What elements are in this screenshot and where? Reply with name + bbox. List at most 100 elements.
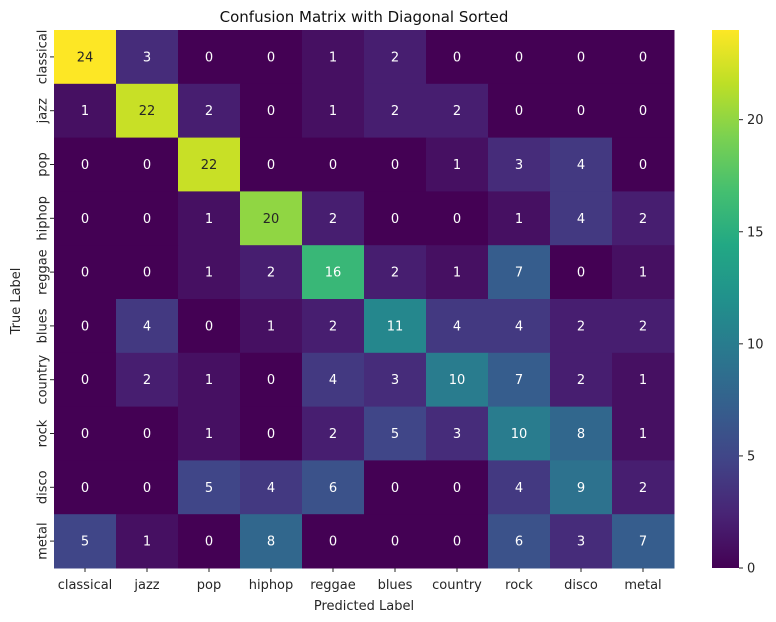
y-tick-label: blues [36, 308, 51, 343]
heatmap-cell [116, 30, 179, 85]
cell-value-label: 1 [639, 427, 647, 442]
heatmap-cell [116, 83, 179, 139]
colorbar-tick-label: 20 [747, 113, 764, 128]
heatmap-cell [302, 30, 365, 85]
heatmap-cell [612, 191, 675, 246]
heatmap-cell [488, 514, 551, 569]
cell-value-label: 0 [267, 104, 275, 119]
cell-value-label: 1 [81, 104, 89, 119]
heatmap-cell [364, 137, 427, 192]
heatmap-cell [302, 83, 365, 139]
cell-value-label: 2 [391, 104, 399, 119]
heatmap-cell [426, 30, 489, 85]
cell-value-label: 1 [205, 427, 213, 442]
cell-value-label: 0 [81, 481, 89, 496]
heatmap-cell [426, 245, 489, 300]
heatmap-cell [426, 352, 489, 408]
heatmap-cell [550, 352, 613, 408]
colorbar-ticks: 0 5 10 15 20 [739, 113, 764, 577]
cell-value-label: 0 [391, 481, 399, 496]
cell-value-label: 3 [391, 373, 399, 388]
heatmap-cell [178, 83, 241, 139]
heatmap-cell [54, 514, 117, 569]
cell-value-label: 3 [143, 50, 151, 65]
cell-value-label: 7 [639, 535, 647, 550]
cell-value-label: 2 [391, 266, 399, 281]
heatmap-cell [302, 137, 365, 192]
cell-value-label: 1 [639, 266, 647, 281]
heatmap-cell [550, 191, 613, 246]
cell-value-label: 2 [267, 266, 275, 281]
y-tick-label: hiphop [36, 196, 51, 241]
cell-value-label: 0 [143, 158, 151, 173]
heatmap-cell [550, 299, 613, 354]
heatmap-cell [116, 460, 179, 515]
cell-value-label: 2 [329, 319, 337, 334]
cell-value-label: 0 [453, 50, 461, 65]
cell-value-label: 4 [515, 319, 523, 334]
cell-value-label: 5 [81, 535, 89, 550]
heatmap-cell [54, 137, 117, 192]
heatmap-cell [612, 406, 675, 461]
cell-value-label: 1 [639, 373, 647, 388]
heatmap-cell [364, 30, 427, 85]
cell-value-label: 0 [329, 158, 337, 173]
cell-value-label: 7 [515, 373, 523, 388]
cell-value-label: 1 [329, 50, 337, 65]
cell-value-label: 8 [577, 427, 585, 442]
cell-value-label: 0 [391, 158, 399, 173]
x-tick-label: hiphop [249, 578, 294, 593]
heatmap-cell [240, 245, 303, 300]
heatmap-cell [550, 514, 613, 569]
heatmap-cell [426, 299, 489, 354]
cell-value-label: 0 [577, 266, 585, 281]
cell-value-label: 0 [143, 266, 151, 281]
x-tick-label: jazz [133, 578, 159, 593]
heatmap-cell [240, 83, 303, 139]
cell-value-label: 0 [453, 535, 461, 550]
cell-value-label: 4 [329, 373, 337, 388]
cell-value-label: 11 [387, 319, 404, 334]
cell-value-label: 16 [325, 266, 342, 281]
heatmap-cell [116, 245, 179, 300]
heatmap-cell [550, 406, 613, 461]
heatmap-cell [550, 245, 613, 300]
y-axis-label: True Label [9, 268, 24, 336]
y-tick-label: reggae [36, 249, 51, 295]
heatmap-cell [240, 460, 303, 515]
heatmap-cell [54, 406, 117, 461]
x-tick-label: blues [378, 578, 413, 593]
cell-value-label: 4 [267, 481, 275, 496]
cell-value-label: 0 [81, 158, 89, 173]
heatmap-cell [240, 514, 303, 569]
cell-value-label: 4 [515, 481, 523, 496]
cell-value-label: 0 [143, 427, 151, 442]
heatmap-cell [240, 137, 303, 192]
heatmap-cell [426, 83, 489, 139]
heatmap-cell [488, 191, 551, 246]
heatmap-cell [364, 460, 427, 515]
cell-value-label: 24 [77, 50, 94, 65]
x-tick-label: country [432, 578, 482, 593]
heatmap-cell [302, 460, 365, 515]
colorbar-tick-label: 5 [747, 449, 755, 464]
heatmap-cell [178, 460, 241, 515]
cell-value-label: 2 [639, 319, 647, 334]
cell-value-label: 3 [515, 158, 523, 173]
cell-value-label: 0 [453, 212, 461, 227]
heatmap-cell [54, 460, 117, 515]
cell-value-label: 20 [263, 212, 280, 227]
cell-value-label: 22 [139, 104, 156, 119]
heatmap-cell [488, 245, 551, 300]
cell-value-label: 4 [143, 319, 151, 334]
heatmap-cell [116, 514, 179, 569]
cell-value-label: 3 [453, 427, 461, 442]
cell-value-label: 10 [511, 427, 528, 442]
heatmap-cell [364, 352, 427, 408]
heatmap-cell [302, 514, 365, 569]
cell-value-label: 0 [329, 535, 337, 550]
cell-value-label: 1 [205, 373, 213, 388]
cell-value-label: 0 [267, 50, 275, 65]
heatmap-cell [54, 352, 117, 408]
cell-value-label: 5 [391, 427, 399, 442]
